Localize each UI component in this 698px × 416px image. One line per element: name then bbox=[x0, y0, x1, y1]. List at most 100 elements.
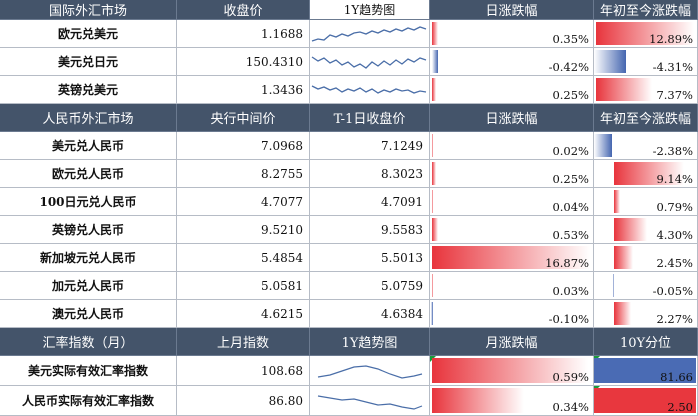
pair-name: 新加坡元兑人民币 bbox=[0, 244, 177, 272]
day-change-bar: 0.02% bbox=[430, 132, 594, 160]
pair-name: 欧元兑美元 bbox=[0, 20, 177, 48]
day-change-bar: -0.42% bbox=[430, 48, 594, 76]
index-name: 美元实际有效汇率指数 bbox=[0, 356, 177, 386]
header-cell: 10Y分位 bbox=[594, 328, 698, 356]
day-change-value: 0.35% bbox=[552, 32, 589, 46]
day-change-bar: 0.25% bbox=[430, 76, 594, 104]
ytd-change-value: -0.05% bbox=[652, 284, 693, 298]
header-cell: 月涨跌幅 bbox=[430, 328, 594, 356]
bar-fill bbox=[432, 162, 436, 185]
bar-fill bbox=[432, 274, 433, 297]
ytd-change-bar: 12.89% bbox=[594, 20, 698, 48]
bar-fill bbox=[613, 274, 614, 297]
pair-name: 欧元兑人民币 bbox=[0, 160, 177, 188]
day-change-bar: 0.53% bbox=[430, 216, 594, 244]
bar-fill bbox=[594, 358, 696, 383]
trend-sparkline bbox=[310, 20, 430, 48]
percentile-value: 81.66 bbox=[660, 370, 693, 384]
header-cell: 央行中间价 bbox=[177, 104, 310, 132]
trend-sparkline bbox=[310, 356, 430, 386]
table-row: 美元实际有效汇率指数 108.68 0.59% 81.66 bbox=[0, 356, 698, 386]
trend-sparkline bbox=[310, 76, 430, 104]
table-row: 新加坡元兑人民币 5.4854 5.5013 16.87% 2.45% bbox=[0, 244, 698, 272]
header-cell: T-1日收盘价 bbox=[310, 104, 430, 132]
month-change-bar: 0.59% bbox=[430, 356, 594, 386]
pair-name: 英镑兑人民币 bbox=[0, 216, 177, 244]
mid-price: 5.0581 bbox=[177, 272, 310, 300]
bar-fill bbox=[614, 218, 647, 241]
mid-price: 7.0968 bbox=[177, 132, 310, 160]
ytd-change-bar: 0.79% bbox=[594, 188, 698, 216]
month-change-value: 0.34% bbox=[552, 400, 589, 414]
table-row: 欧元兑美元 1.1688 0.35% 12.89% bbox=[0, 20, 698, 48]
header-cell: 年初至今涨跌幅 bbox=[594, 104, 698, 132]
mid-price: 5.4854 bbox=[177, 244, 310, 272]
header-cell: 国际外汇市场 bbox=[0, 0, 177, 20]
mid-price: 4.6215 bbox=[177, 300, 310, 328]
close-price: 1.3436 bbox=[177, 76, 310, 104]
prev-close: 5.5013 bbox=[310, 244, 430, 272]
mid-price: 4.7077 bbox=[177, 188, 310, 216]
percentile-bar: 81.66 bbox=[594, 356, 698, 386]
bar-fill bbox=[614, 162, 684, 185]
day-change-value: 0.25% bbox=[552, 172, 589, 186]
bar-fill bbox=[432, 22, 438, 45]
day-change-value: 16.87% bbox=[545, 256, 589, 270]
table-row: 英镑兑美元 1.3436 0.25% 7.37% bbox=[0, 76, 698, 104]
day-change-bar: 0.35% bbox=[430, 20, 594, 48]
table-row: 美元兑日元 150.4310 -0.42% -4.31% bbox=[0, 48, 698, 76]
ytd-change-value: -4.31% bbox=[652, 60, 693, 74]
pair-name: 100日元兑人民币 bbox=[0, 188, 177, 216]
month-change-value: 0.59% bbox=[552, 370, 589, 384]
table-row: 英镑兑人民币 9.5210 9.5583 0.53% 4.30% bbox=[0, 216, 698, 244]
bar-fill bbox=[432, 218, 438, 241]
section3-header-row: 汇率指数（月） 上月指数 1Y趋势图 月涨跌幅 10Y分位 bbox=[0, 328, 698, 356]
day-change-value: 0.04% bbox=[552, 200, 589, 214]
bar-fill bbox=[594, 134, 612, 157]
ytd-change-bar: 9.14% bbox=[594, 160, 698, 188]
bar-fill bbox=[432, 134, 433, 157]
percentile-value: 2.50 bbox=[667, 400, 693, 414]
last-month-index: 86.80 bbox=[177, 386, 310, 416]
close-price: 1.1688 bbox=[177, 20, 310, 48]
ytd-change-value: 7.37% bbox=[656, 88, 693, 102]
header-cell: 汇率指数（月） bbox=[0, 328, 177, 356]
ytd-change-bar: -0.05% bbox=[594, 272, 698, 300]
bar-fill bbox=[432, 358, 588, 383]
day-change-value: 0.02% bbox=[552, 144, 589, 158]
table-row: 美元兑人民币 7.0968 7.1249 0.02% -2.38% bbox=[0, 132, 698, 160]
bar-fill bbox=[594, 388, 696, 413]
index-name: 人民币实际有效汇率指数 bbox=[0, 386, 177, 416]
prev-close: 4.6384 bbox=[310, 300, 430, 328]
ytd-change-bar: 2.27% bbox=[594, 300, 698, 328]
prev-close: 8.3023 bbox=[310, 160, 430, 188]
ytd-change-value: 0.79% bbox=[656, 200, 693, 214]
bar-fill bbox=[596, 22, 694, 45]
day-change-bar: 0.25% bbox=[430, 160, 594, 188]
day-change-bar: 0.03% bbox=[430, 272, 594, 300]
header-cell: 日涨跌幅 bbox=[430, 104, 594, 132]
pair-name: 加元兑人民币 bbox=[0, 272, 177, 300]
day-change-bar: -0.10% bbox=[430, 300, 594, 328]
ytd-change-value: 2.45% bbox=[656, 256, 693, 270]
close-price: 150.4310 bbox=[177, 48, 310, 76]
prev-close: 5.0759 bbox=[310, 272, 430, 300]
header-cell: 收盘价 bbox=[177, 0, 310, 20]
bar-fill bbox=[614, 302, 631, 325]
mid-price: 8.2755 bbox=[177, 160, 310, 188]
bar-fill bbox=[432, 78, 436, 101]
day-change-value: 0.53% bbox=[552, 228, 589, 242]
ytd-change-value: 2.27% bbox=[656, 312, 693, 326]
pair-name: 英镑兑美元 bbox=[0, 76, 177, 104]
table-row: 澳元兑人民币 4.6215 4.6384 -0.10% 2.27% bbox=[0, 300, 698, 328]
section2-header-row: 人民币外汇市场 央行中间价 T-1日收盘价 日涨跌幅 年初至今涨跌幅 bbox=[0, 104, 698, 132]
bar-fill bbox=[432, 190, 433, 213]
ytd-change-bar: 7.37% bbox=[594, 76, 698, 104]
bar-fill bbox=[614, 246, 633, 269]
pair-name: 澳元兑人民币 bbox=[0, 300, 177, 328]
prev-close: 4.7091 bbox=[310, 188, 430, 216]
ytd-change-value: -2.38% bbox=[652, 144, 693, 158]
table-row: 100日元兑人民币 4.7077 4.7091 0.04% 0.79% bbox=[0, 188, 698, 216]
header-cell: 1Y趋势图 bbox=[310, 328, 430, 356]
